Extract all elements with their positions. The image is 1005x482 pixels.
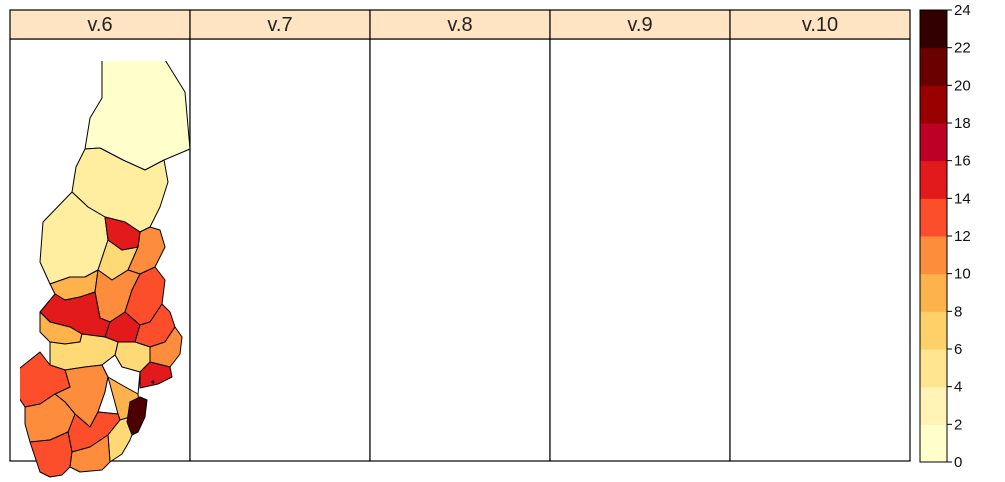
legend-swatch [920, 47, 947, 86]
panel-v-10: v.10 [729, 9, 911, 462]
legend-tick-label: 22 [954, 40, 971, 57]
map-panels: v.6 v.7 v.8 v.9 v.10 [9, 9, 911, 478]
legend-swatch [920, 10, 947, 49]
legend-swatch [920, 386, 947, 425]
panel-frame [369, 38, 551, 462]
island-marker [151, 380, 155, 384]
legend-swatch [920, 236, 947, 275]
legend-swatch [920, 85, 947, 124]
legend-tick-label: 12 [954, 228, 971, 245]
panel-label: v.8 [447, 14, 472, 36]
legend-tick-label: 18 [954, 115, 971, 132]
panel-v-7: v.7 [189, 9, 371, 462]
panel-label: v.9 [627, 14, 652, 36]
panel-v-6: v.6 [9, 9, 191, 478]
panel-frame [189, 38, 371, 462]
sweden-map [20, 61, 191, 478]
panel-strip [549, 9, 731, 40]
legend-tick-label: 10 [954, 266, 971, 283]
panel-frame [549, 38, 731, 462]
legend-swatch [920, 424, 947, 463]
legend-tick-label: 4 [954, 379, 962, 396]
panel-strip [9, 9, 191, 40]
panel-label: v.7 [267, 14, 292, 36]
panel-frame [729, 38, 911, 462]
legend-tick-label: 2 [954, 416, 962, 433]
legend-swatch [920, 198, 947, 237]
panel-label: v.6 [87, 14, 112, 36]
legend-swatch [920, 349, 947, 388]
legend-swatch [920, 273, 947, 312]
legend-tick-label: 8 [954, 303, 962, 320]
legend-tick-label: 24 [954, 2, 971, 19]
panel-strip [729, 9, 911, 40]
panel-v-8: v.8 [369, 9, 551, 462]
panel-label: v.10 [802, 14, 838, 36]
legend-swatch [920, 160, 947, 199]
legend-swatch [920, 123, 947, 162]
legend-tick-label: 0 [954, 454, 962, 471]
legend-tick-label: 20 [954, 77, 971, 94]
legend-tick-label: 16 [954, 153, 971, 170]
legend-tick-label: 6 [954, 341, 962, 358]
panel-v-9: v.9 [549, 9, 731, 462]
legend-swatch [920, 311, 947, 350]
legend-tick-label: 14 [954, 190, 971, 207]
